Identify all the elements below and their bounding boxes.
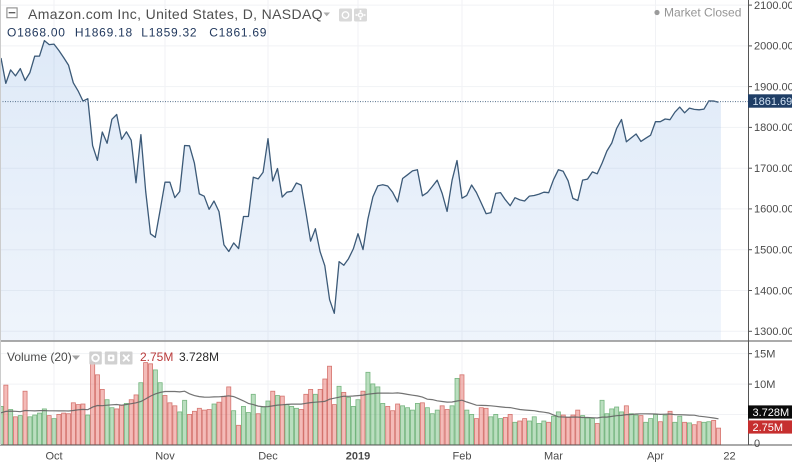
svg-text:Mar: Mar	[544, 451, 563, 463]
svg-text:2000.00: 2000.00	[754, 41, 792, 53]
svg-text:Oct: Oct	[45, 451, 62, 463]
svg-text:1300.00: 1300.00	[754, 326, 792, 338]
svg-text:2.75M: 2.75M	[140, 350, 173, 364]
svg-text:2.75M: 2.75M	[753, 422, 784, 434]
svg-text:2019: 2019	[346, 451, 370, 463]
svg-text:22: 22	[723, 451, 735, 463]
svg-text:1900.00: 1900.00	[754, 81, 792, 93]
svg-text:3.728M: 3.728M	[753, 407, 790, 419]
svg-text:1800.00: 1800.00	[754, 122, 792, 134]
svg-text:1400.00: 1400.00	[754, 285, 792, 297]
svg-text:Apr: Apr	[647, 451, 664, 463]
svg-text:1861.69: 1861.69	[753, 96, 792, 108]
svg-text:Market Closed: Market Closed	[664, 6, 741, 20]
svg-text:Nov: Nov	[155, 451, 175, 463]
svg-text:2100.00: 2100.00	[754, 0, 792, 12]
svg-text:10M: 10M	[754, 379, 775, 391]
svg-text:Volume (20): Volume (20)	[7, 350, 72, 364]
svg-text:1500.00: 1500.00	[754, 245, 792, 257]
svg-text:Feb: Feb	[453, 451, 472, 463]
svg-text:Amazon.com Inc, United States,: Amazon.com Inc, United States, D, NASDAQ	[28, 6, 323, 22]
svg-text:0: 0	[754, 438, 760, 450]
svg-text:1600.00: 1600.00	[754, 204, 792, 216]
svg-text:15M: 15M	[754, 348, 775, 360]
svg-text:Dec: Dec	[258, 451, 278, 463]
svg-text:3.728M: 3.728M	[179, 350, 219, 364]
svg-text:1700.00: 1700.00	[754, 163, 792, 175]
